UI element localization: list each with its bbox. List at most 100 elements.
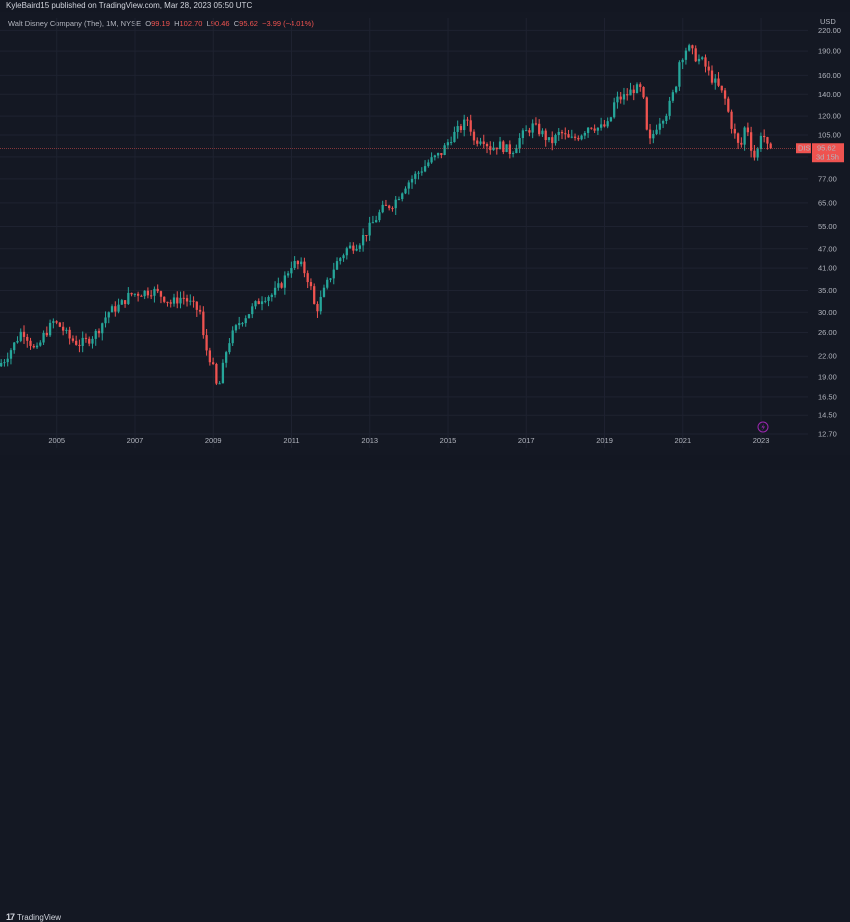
candle-body bbox=[736, 133, 740, 143]
tradingview-logo[interactable]: 17 TradingView bbox=[6, 912, 61, 922]
candle bbox=[179, 291, 182, 309]
candle-body bbox=[531, 123, 534, 133]
candle bbox=[176, 291, 179, 309]
time-axis[interactable]: 2005 2007 2009 2011 2013 2015 2017 2019 2021 2023 bbox=[48, 436, 769, 445]
candle bbox=[609, 116, 613, 123]
candle-body bbox=[225, 352, 228, 363]
candle-body bbox=[97, 330, 101, 334]
candle bbox=[123, 299, 127, 308]
candle bbox=[502, 140, 505, 155]
candlestick-chart[interactable]: 12.70 14.50 16.50 19.00 22.00 26.00 30.00 35.00… bbox=[0, 0, 850, 470]
candle bbox=[554, 133, 557, 146]
candle-body bbox=[492, 147, 495, 151]
candle-body bbox=[730, 111, 733, 129]
candle bbox=[358, 243, 361, 253]
candle bbox=[195, 301, 198, 317]
candle bbox=[388, 204, 391, 211]
candle-body bbox=[234, 325, 238, 331]
candle bbox=[619, 92, 622, 104]
candle-body bbox=[277, 283, 280, 288]
candle bbox=[156, 284, 159, 294]
x-tick-label: 2023 bbox=[753, 436, 770, 445]
candle bbox=[534, 117, 538, 126]
candle bbox=[368, 216, 371, 241]
candle-body bbox=[375, 220, 378, 223]
y-tick-label: 160.00 bbox=[818, 71, 841, 80]
candle-body bbox=[469, 120, 472, 132]
countdown-tag: 3d 15h bbox=[816, 153, 839, 162]
candle-body bbox=[391, 208, 394, 210]
y-tick-label: 35.00 bbox=[818, 286, 837, 295]
candle bbox=[280, 281, 283, 289]
candle bbox=[596, 127, 600, 135]
close-value: 95.62 bbox=[239, 19, 258, 28]
candle bbox=[329, 278, 332, 283]
candle bbox=[586, 126, 590, 138]
candle bbox=[215, 362, 218, 386]
candle bbox=[443, 143, 446, 156]
candle bbox=[603, 119, 606, 128]
candle-body bbox=[528, 130, 531, 133]
candle bbox=[717, 72, 720, 88]
candle-body bbox=[551, 137, 554, 144]
candle bbox=[81, 331, 84, 353]
lightning-icon[interactable] bbox=[757, 421, 769, 433]
y-tick-label: 190.00 bbox=[818, 47, 841, 56]
candle-body bbox=[707, 66, 710, 71]
candle bbox=[78, 339, 81, 353]
candle-body bbox=[714, 78, 717, 83]
candle bbox=[528, 127, 531, 137]
candle bbox=[120, 298, 123, 305]
candle bbox=[322, 284, 326, 298]
candle-body bbox=[678, 62, 681, 87]
candle-body bbox=[394, 199, 397, 209]
candle bbox=[720, 85, 723, 93]
candle bbox=[335, 257, 339, 270]
candle-body bbox=[166, 301, 169, 303]
candle bbox=[52, 318, 55, 329]
candle bbox=[375, 215, 378, 223]
candle bbox=[710, 65, 714, 85]
candle-body bbox=[479, 141, 482, 144]
candle-body bbox=[427, 162, 430, 167]
candle-body bbox=[554, 135, 557, 144]
candle-body bbox=[688, 45, 691, 51]
candle-body bbox=[645, 97, 648, 130]
candle-body bbox=[104, 317, 107, 324]
candle bbox=[463, 114, 466, 137]
y-tick-label: 26.00 bbox=[818, 328, 837, 337]
candle bbox=[635, 82, 639, 94]
candle bbox=[192, 296, 195, 308]
candle-body bbox=[189, 300, 192, 302]
candle-body bbox=[632, 89, 635, 94]
candle-body bbox=[19, 331, 22, 341]
candle bbox=[211, 357, 215, 366]
candle bbox=[6, 352, 9, 367]
candle bbox=[479, 137, 482, 146]
candle bbox=[681, 58, 684, 70]
candle-body bbox=[231, 330, 234, 344]
candle-body bbox=[547, 137, 551, 141]
candle bbox=[58, 321, 62, 328]
candle bbox=[707, 61, 710, 76]
candle bbox=[577, 135, 580, 142]
candle-body bbox=[13, 342, 16, 351]
tradingview-logo-icon: 17 bbox=[6, 912, 15, 922]
candle-body bbox=[502, 141, 505, 153]
candle-body bbox=[414, 173, 417, 179]
candle bbox=[573, 133, 577, 141]
y-tick-label: 120.00 bbox=[818, 112, 841, 121]
candle-body bbox=[381, 204, 384, 213]
candle bbox=[456, 120, 459, 139]
candle bbox=[622, 87, 626, 105]
candle-body bbox=[169, 302, 172, 304]
candle-body bbox=[198, 309, 202, 312]
candle bbox=[140, 294, 143, 297]
candle bbox=[22, 325, 26, 344]
price-axis[interactable]: 12.70 14.50 16.50 19.00 22.00 26.00 30.00 35.00… bbox=[818, 26, 841, 439]
y-tick-label: 30.00 bbox=[818, 308, 837, 317]
candle bbox=[13, 341, 16, 354]
candle-body bbox=[573, 136, 577, 138]
candle bbox=[19, 328, 22, 343]
candle-body bbox=[322, 287, 326, 297]
